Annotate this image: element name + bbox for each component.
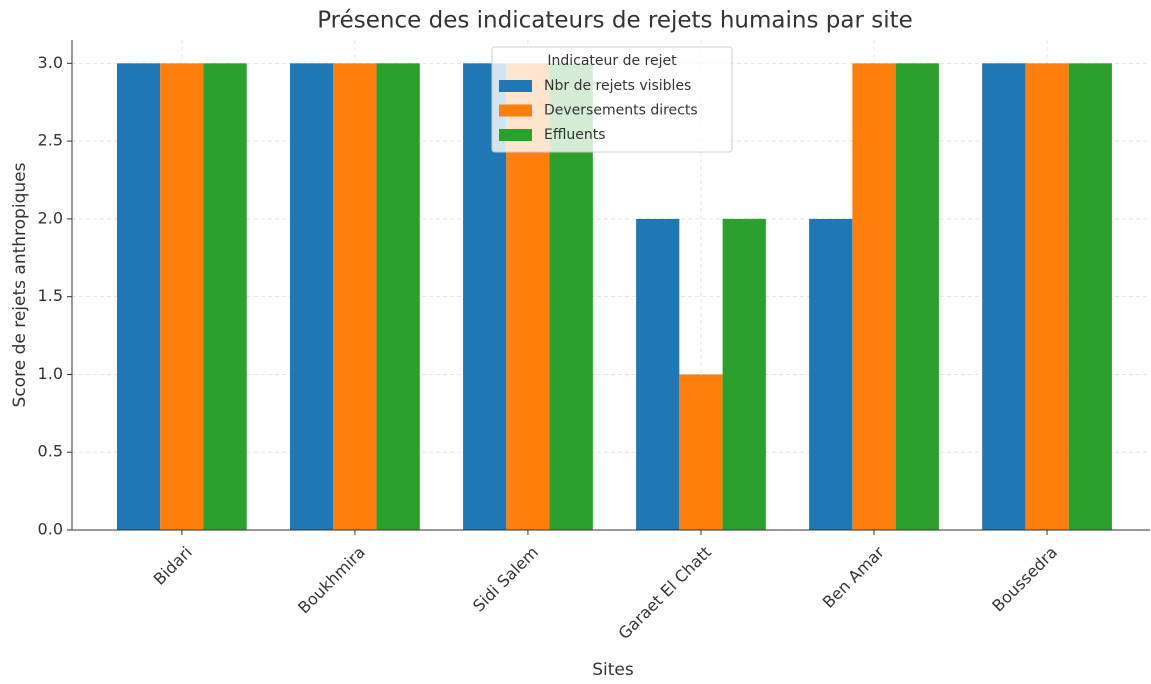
x-tick-label: Boussedra <box>988 543 1061 616</box>
legend: Indicateur de rejet Nbr de rejets visible… <box>491 46 733 153</box>
bar <box>290 63 334 530</box>
x-tick-label: Boukhmira <box>294 543 369 618</box>
y-tick-label: 0.0 <box>38 520 63 539</box>
legend-title: Indicateur de rejet <box>547 53 677 69</box>
bar <box>982 63 1026 530</box>
bar <box>722 218 766 530</box>
bar <box>679 374 723 530</box>
bar <box>333 63 377 530</box>
y-tick-label: 1.0 <box>38 364 63 383</box>
bar <box>376 63 420 530</box>
bar <box>636 218 680 530</box>
x-tick-label: Bidari <box>150 543 196 589</box>
x-axis-label: Sites <box>592 660 634 680</box>
y-tick-label: 2.5 <box>38 131 63 150</box>
legend-label: Nbr de rejets visibles <box>544 78 691 94</box>
bar <box>1025 63 1069 530</box>
y-tick-label: 1.5 <box>38 286 63 305</box>
x-tick-label: Garaet El Chatt <box>615 543 715 643</box>
legend-label: Deversements directs <box>544 103 698 119</box>
y-tick-label: 3.0 <box>38 53 63 72</box>
y-axis-label: Score de rejets anthropiques <box>10 162 30 407</box>
legend-swatch <box>499 129 532 141</box>
bar <box>203 63 247 530</box>
bar <box>852 63 896 530</box>
legend-box <box>491 46 733 153</box>
x-tick-label: Sidi Salem <box>469 543 542 616</box>
y-tick-label: 2.0 <box>38 208 63 227</box>
x-tick-label: Ben Amar <box>819 542 889 612</box>
legend-swatch <box>499 104 532 117</box>
y-tick-label: 0.5 <box>38 442 63 461</box>
chart-title: Présence des indicateurs de rejets humai… <box>317 8 913 34</box>
bar <box>1068 63 1112 530</box>
legend-label: Effluents <box>544 127 606 143</box>
bar <box>809 218 853 530</box>
bar <box>116 63 161 530</box>
bar <box>160 63 204 530</box>
bar <box>895 63 939 530</box>
legend-swatch <box>499 80 532 92</box>
